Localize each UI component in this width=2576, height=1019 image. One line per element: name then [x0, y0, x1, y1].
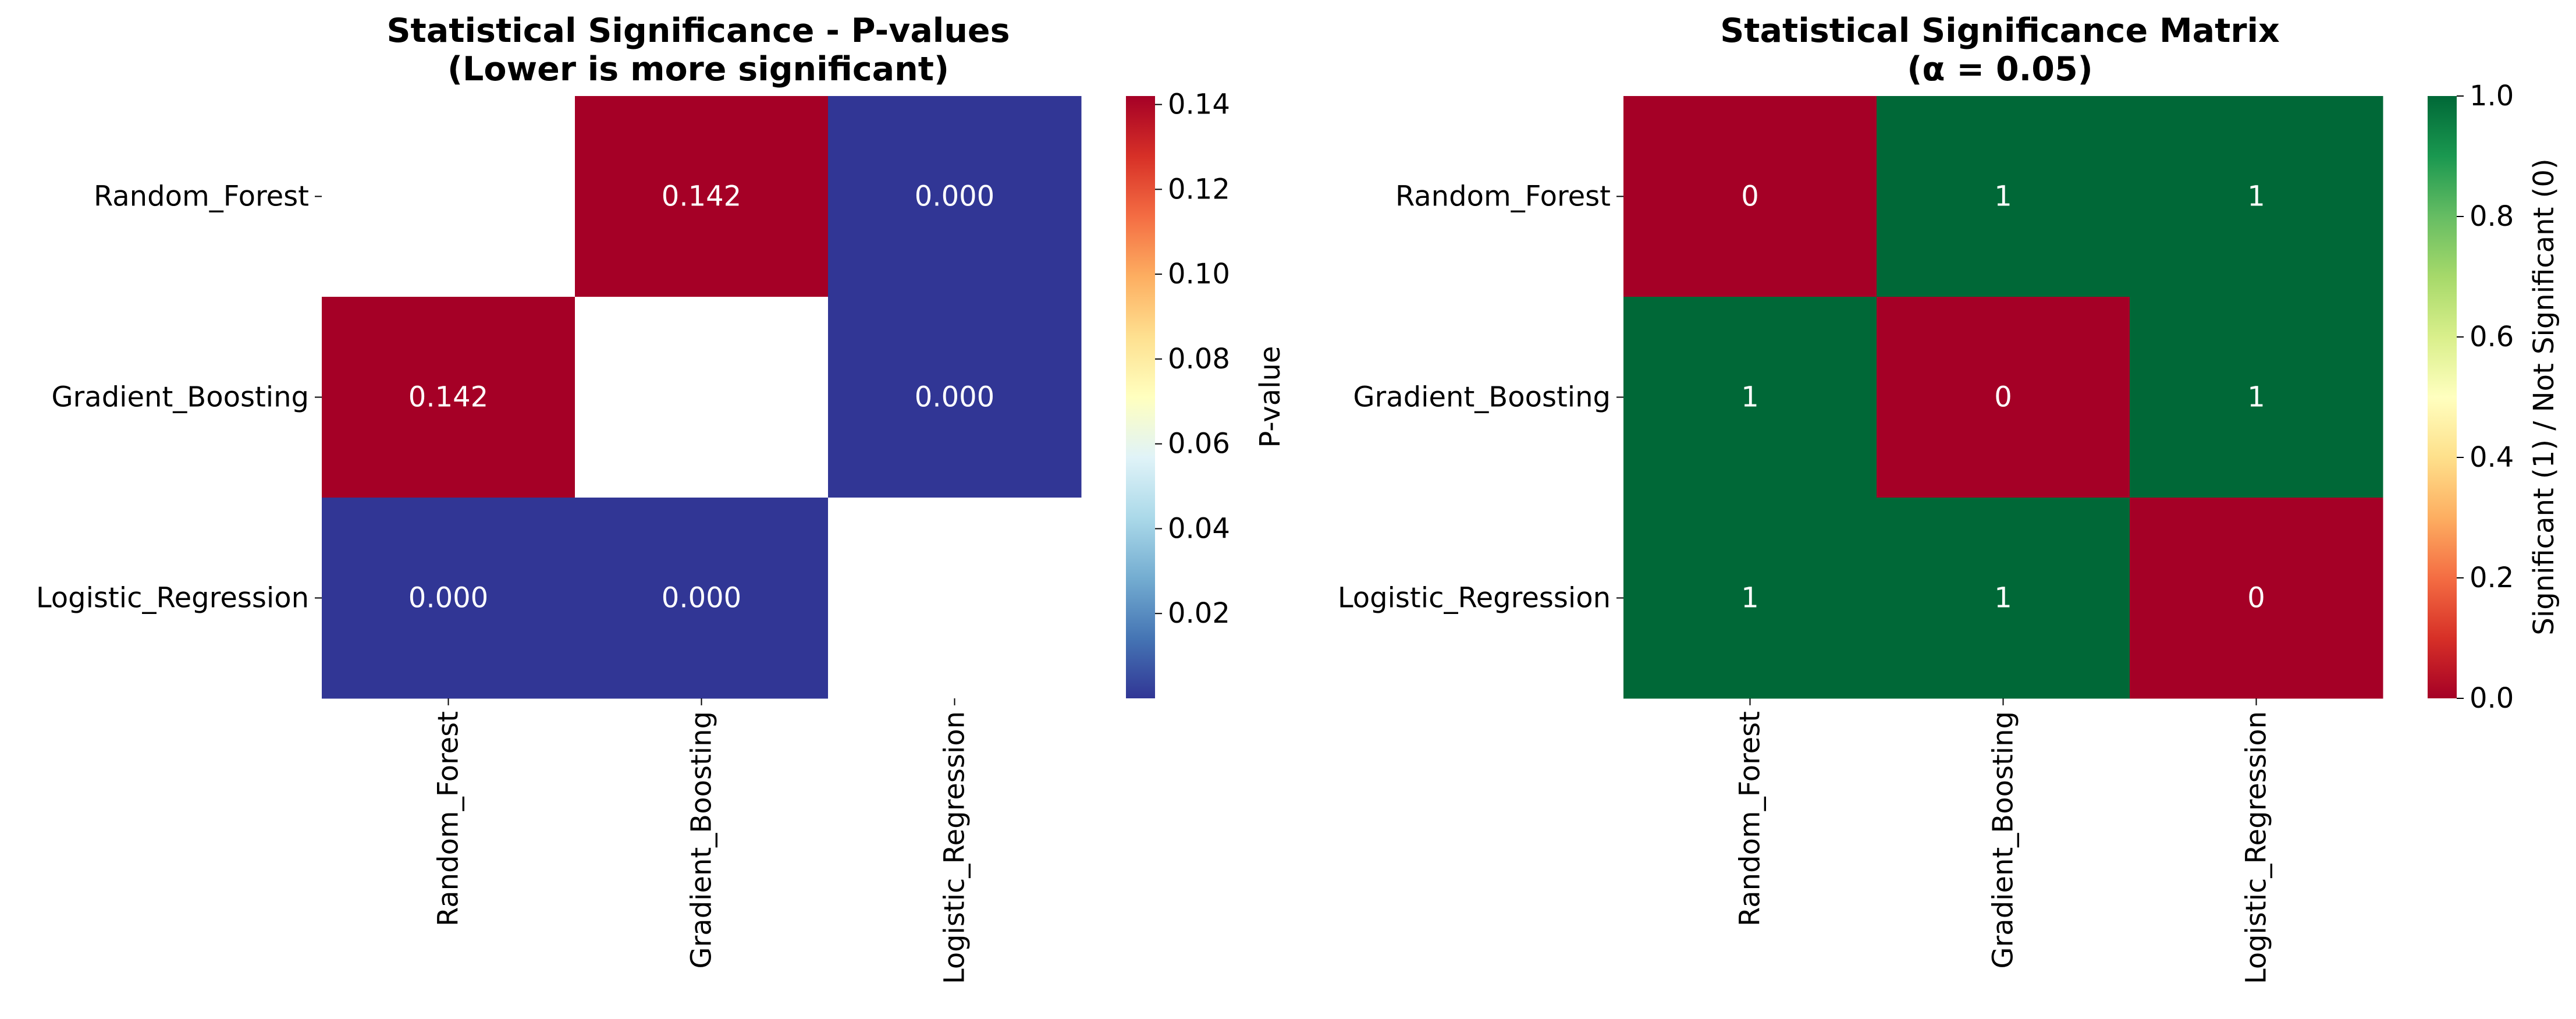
significance-title-line-2: (α = 0.05) — [1907, 50, 2092, 88]
pvalue-title-line-1: Statistical Significance - P-values — [386, 12, 1010, 50]
pvalue-cell — [322, 96, 575, 297]
pvalue-colorbar-tick-label: 0.08 — [1168, 343, 1230, 375]
pvalue-heatmap-panel: Statistical Significance - P-values (Low… — [36, 12, 1287, 984]
significance-cell-annotation: 1 — [1994, 582, 2012, 615]
pvalue-colorbar-gradient — [1126, 96, 1155, 698]
significance-colorbar-tick-label: 1.0 — [2470, 80, 2514, 112]
significance-row-label: Random_Forest — [1395, 180, 1611, 213]
significance-cell-annotation: 1 — [2247, 381, 2265, 414]
significance-cell-annotation: 1 — [1741, 582, 1759, 615]
pvalue-column-label: Logistic_Regression — [939, 711, 971, 984]
pvalue-cell-annotation: 0.000 — [915, 180, 994, 213]
pvalue-row-label: Gradient_Boosting — [51, 381, 309, 414]
significance-colorbar-tick-label: 0.0 — [2470, 682, 2514, 715]
significance-cell — [1623, 297, 1877, 498]
pvalue-cell-annotation: 0.000 — [915, 381, 994, 414]
pvalue-colorbar-tick-label: 0.14 — [1168, 88, 1230, 121]
pvalue-column-label: Gradient_Boosting — [685, 711, 718, 969]
significance-colorbar-label: Significant (1) / Not Significant (0) — [2528, 158, 2560, 635]
significance-row-label: Gradient_Boosting — [1353, 381, 1611, 414]
pvalue-cell — [828, 297, 1082, 498]
significance-colorbar-tick-label: 0.6 — [2470, 321, 2514, 353]
pvalue-cell — [828, 498, 1082, 699]
significance-cell-annotation: 0 — [2247, 582, 2265, 615]
pvalue-column-label: Random_Forest — [432, 711, 465, 926]
pvalue-heatmap-annotations: 0.142 0.000 0.142 0.000 0.000 0.000 — [408, 180, 994, 615]
pvalue-colorbar-ticks: 0.02 0.04 0.06 0.08 0.10 0.12 0.14 — [1155, 88, 1230, 630]
pvalue-cell-annotation: 0.000 — [408, 582, 488, 615]
significance-cell — [1623, 498, 1877, 699]
significance-title-line-1: Statistical Significance Matrix — [1720, 12, 2280, 50]
pvalue-title-line-2: (Lower is more significant) — [447, 50, 949, 88]
significance-row-labels: Random_Forest Gradient_Boosting Logistic_R… — [1338, 180, 1623, 615]
significance-cell — [2130, 297, 2383, 498]
significance-column-label: Gradient_Boosting — [1987, 711, 2020, 969]
pvalue-cell-annotation: 0.142 — [662, 180, 741, 213]
pvalue-row-labels: Random_Forest Gradient_Boosting Logistic_R… — [36, 180, 322, 615]
significance-cell — [1877, 297, 2130, 498]
significance-column-label: Random_Forest — [1734, 711, 1767, 926]
significance-title: Statistical Significance Matrix (α = 0.0… — [1720, 12, 2280, 88]
significance-colorbar-tick-label: 0.4 — [2470, 441, 2514, 474]
pvalue-colorbar-tick-label: 0.04 — [1168, 512, 1230, 545]
pvalue-colorbar-tick-label: 0.12 — [1168, 173, 1230, 205]
significance-column-labels: Random_Forest Gradient_Boosting Logistic_R… — [1734, 698, 2273, 984]
significance-colorbar-gradient — [2428, 96, 2457, 698]
pvalue-colorbar-tick-label: 0.10 — [1168, 258, 1230, 290]
significance-cell — [2130, 498, 2383, 699]
significance-column-label: Logistic_Regression — [2240, 711, 2273, 984]
significance-row-label: Logistic_Regression — [1338, 582, 1611, 615]
pvalue-cell — [322, 498, 575, 699]
pvalue-colorbar-label: P-value — [1254, 346, 1287, 448]
pvalue-title: Statistical Significance - P-values (Low… — [386, 12, 1010, 88]
significance-cell-annotation: 0 — [1741, 180, 1759, 213]
significance-heatmap-panel: Statistical Significance Matrix (α = 0.0… — [1338, 12, 2560, 984]
pvalue-cell-annotation: 0.000 — [662, 582, 741, 615]
pvalue-cell-annotation: 0.142 — [408, 381, 488, 414]
significance-heatmap-annotations: 0 1 1 1 0 1 1 1 0 — [1741, 180, 2265, 615]
pvalue-column-labels: Random_Forest Gradient_Boosting Logistic_R… — [432, 698, 971, 984]
significance-cell — [1877, 96, 2130, 297]
significance-cell — [1877, 498, 2130, 699]
significance-cell-annotation: 1 — [1994, 180, 2012, 213]
significance-cell-annotation: 1 — [1741, 381, 1759, 414]
pvalue-cell — [575, 297, 829, 498]
significance-heatmap-cells — [1623, 96, 2383, 699]
significance-colorbar-tick-label: 0.8 — [2470, 200, 2514, 233]
significance-cell — [1623, 96, 1877, 297]
pvalue-cell — [828, 96, 1082, 297]
pvalue-colorbar: 0.02 0.04 0.06 0.08 0.10 0.12 0.14 P-value — [1126, 88, 1287, 698]
pvalue-row-label: Random_Forest — [94, 180, 309, 213]
pvalue-heatmap-cells — [322, 96, 1082, 699]
pvalue-cell — [575, 498, 829, 699]
significance-cell — [2130, 96, 2383, 297]
significance-cell-annotation: 1 — [2247, 180, 2265, 213]
significance-colorbar: 0.0 0.2 0.4 0.6 0.8 1.0 Significant (1) / Not… — [2428, 80, 2560, 715]
pvalue-colorbar-tick-label: 0.02 — [1168, 597, 1230, 630]
significance-colorbar-tick-label: 0.2 — [2470, 562, 2514, 594]
significance-cell-annotation: 0 — [1994, 381, 2012, 414]
pvalue-row-label: Logistic_Regression — [36, 582, 309, 615]
pvalue-cell — [322, 297, 575, 498]
pvalue-colorbar-tick-label: 0.06 — [1168, 428, 1230, 460]
significance-colorbar-ticks: 0.0 0.2 0.4 0.6 0.8 1.0 — [2457, 80, 2514, 715]
pvalue-cell — [575, 96, 829, 297]
